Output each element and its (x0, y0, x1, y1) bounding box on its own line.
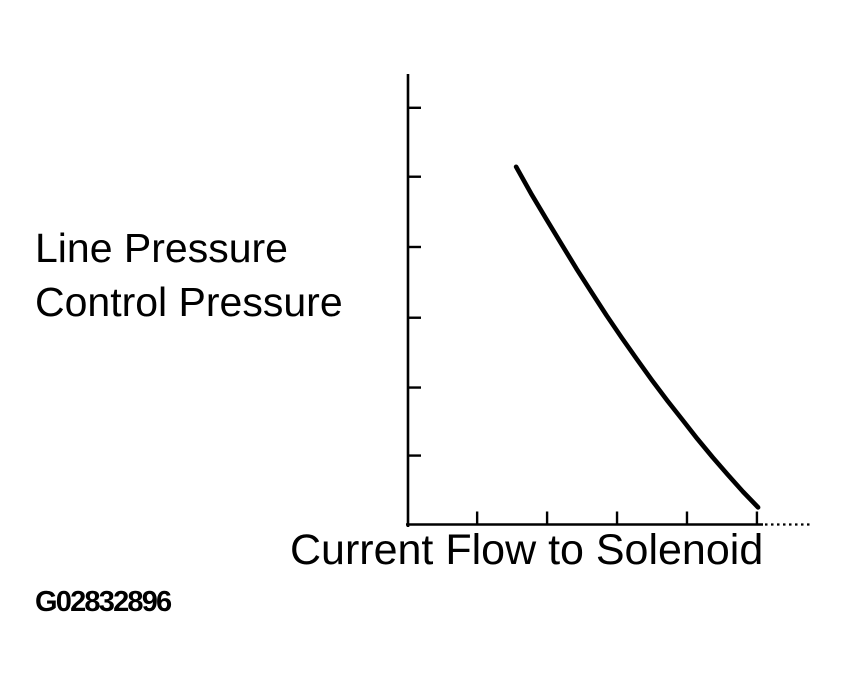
y-axis-label: Line Pressure Control Pressure (35, 221, 343, 329)
x-axis-label: Current Flow to Solenoid (290, 526, 764, 574)
pressure-curve (513, 164, 761, 510)
y-axis-label-line1: Line Pressure (35, 225, 288, 271)
y-axis-label-line2: Control Pressure (35, 279, 343, 325)
figure-id: G02832896 (35, 586, 172, 618)
